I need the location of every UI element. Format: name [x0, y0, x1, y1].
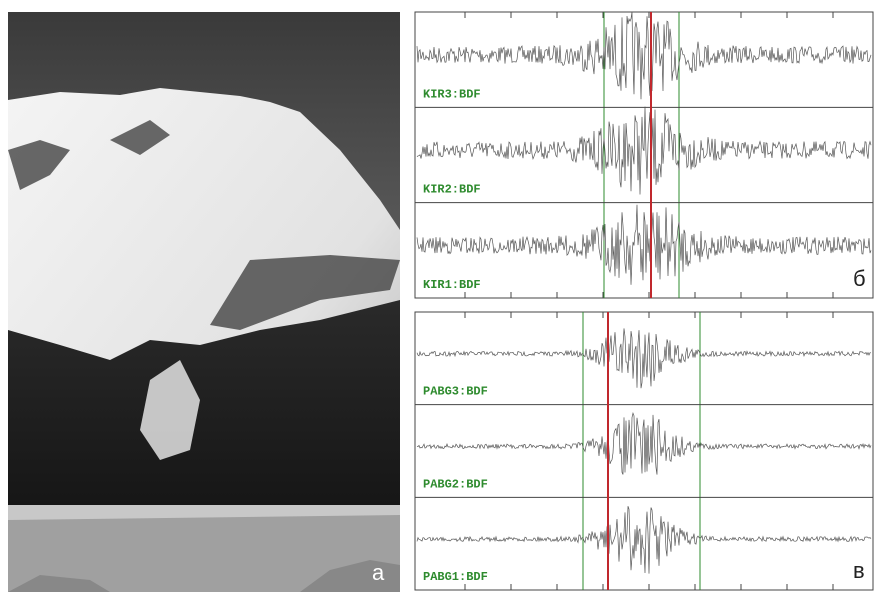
trace-label: KIR3:BDF [423, 87, 481, 101]
trace-label: PABG1:BDF [423, 570, 488, 584]
trace-label: KIR1:BDF [423, 278, 481, 292]
waveform [416, 106, 872, 195]
panel-label: б [853, 266, 866, 291]
waveform [416, 328, 872, 389]
waveform [416, 412, 872, 475]
trace-label: KIR2:BDF [423, 183, 481, 197]
trace-label: PABG2:BDF [423, 477, 488, 491]
trace-label: PABG3:BDF [423, 385, 488, 399]
panel-label: в [853, 558, 865, 583]
panel-label: а [372, 560, 385, 585]
waveform [416, 506, 872, 574]
photo: а [8, 12, 400, 592]
panel-frame [414, 311, 874, 591]
seismograms: KIR3:BDF KIR2:BDF KIR1:BDF б PABG3:BDF PABG2:… [414, 11, 874, 591]
waveform [416, 11, 872, 100]
waveform [416, 204, 872, 285]
